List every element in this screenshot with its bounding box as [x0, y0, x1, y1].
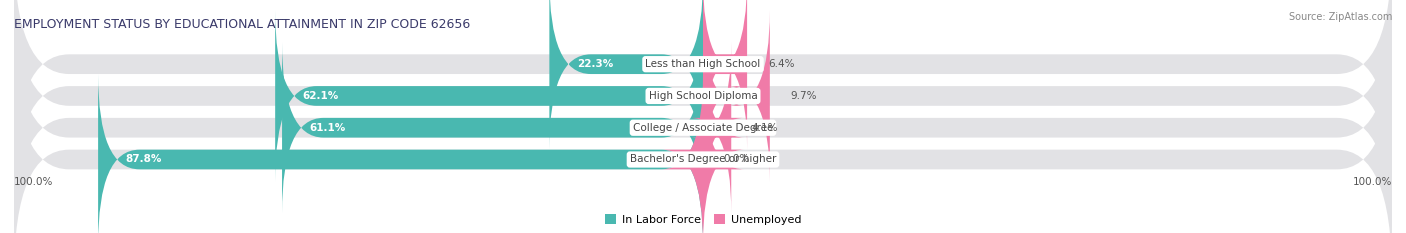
- FancyBboxPatch shape: [690, 42, 744, 213]
- Text: 100.0%: 100.0%: [14, 177, 53, 187]
- FancyBboxPatch shape: [14, 0, 1392, 182]
- FancyBboxPatch shape: [283, 42, 703, 213]
- Text: 9.7%: 9.7%: [790, 91, 817, 101]
- Text: 100.0%: 100.0%: [1353, 177, 1392, 187]
- Text: Less than High School: Less than High School: [645, 59, 761, 69]
- Legend: In Labor Force, Unemployed: In Labor Force, Unemployed: [600, 210, 806, 229]
- FancyBboxPatch shape: [276, 10, 703, 182]
- Text: High School Diploma: High School Diploma: [648, 91, 758, 101]
- Text: College / Associate Degree: College / Associate Degree: [633, 123, 773, 133]
- Text: 22.3%: 22.3%: [576, 59, 613, 69]
- Text: Source: ZipAtlas.com: Source: ZipAtlas.com: [1288, 12, 1392, 22]
- FancyBboxPatch shape: [98, 74, 703, 233]
- FancyBboxPatch shape: [550, 0, 703, 150]
- FancyBboxPatch shape: [703, 0, 747, 150]
- FancyBboxPatch shape: [703, 10, 770, 182]
- FancyBboxPatch shape: [14, 42, 1392, 233]
- Text: 61.1%: 61.1%: [309, 123, 346, 133]
- FancyBboxPatch shape: [14, 0, 1392, 213]
- Text: 87.8%: 87.8%: [125, 154, 162, 164]
- FancyBboxPatch shape: [14, 10, 1392, 233]
- Text: 62.1%: 62.1%: [302, 91, 339, 101]
- Text: 6.4%: 6.4%: [768, 59, 794, 69]
- Text: 4.1%: 4.1%: [752, 123, 779, 133]
- Text: Bachelor's Degree or higher: Bachelor's Degree or higher: [630, 154, 776, 164]
- Text: 0.0%: 0.0%: [724, 154, 749, 164]
- FancyBboxPatch shape: [662, 74, 744, 233]
- Text: EMPLOYMENT STATUS BY EDUCATIONAL ATTAINMENT IN ZIP CODE 62656: EMPLOYMENT STATUS BY EDUCATIONAL ATTAINM…: [14, 18, 471, 31]
